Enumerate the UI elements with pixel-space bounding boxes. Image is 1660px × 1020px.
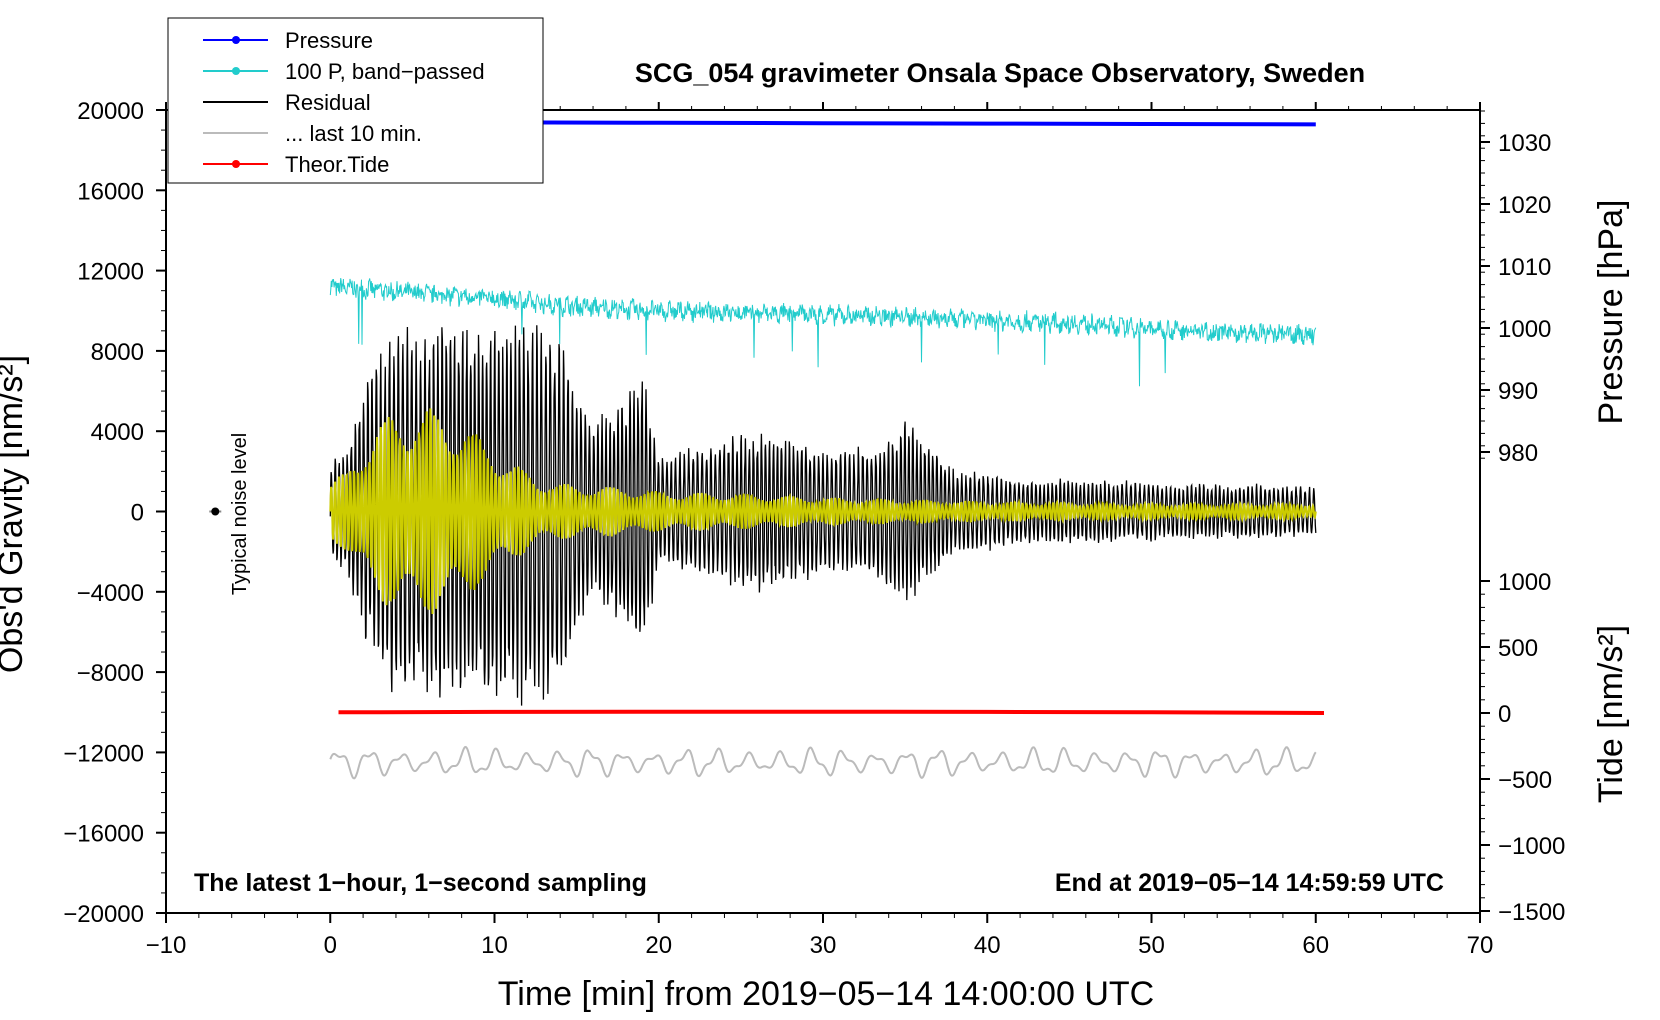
x-tick-label: 70 [1467,932,1494,959]
legend-marker [232,36,240,44]
tide-tick-label: −500 [1498,767,1552,794]
x-tick-label: 60 [1302,932,1329,959]
legend-box [167,17,544,184]
pressure-tick-label: 990 [1498,378,1538,405]
tide-tick-label: 0 [1498,701,1511,728]
sampling-annotation: The latest 1−hour, 1−second sampling [194,869,647,897]
legend-label: Residual [285,90,371,115]
pressure-tick-label: 1030 [1498,130,1551,157]
tide-axis-label: Tide [nm/s²] [1592,625,1630,803]
pressure-tick-label: 1000 [1498,316,1551,343]
pressure-axis-label: Pressure [hPa] [1592,200,1630,425]
series-theoretical-tide [338,709,1325,715]
pressure-tick-label: 980 [1498,440,1538,467]
y-tick-label: 12000 [77,259,144,286]
left-y-axis-label: Obs'd Gravity [nm/s²] [0,355,30,673]
legend-label: Pressure [285,28,373,53]
tide-tick-label: −1000 [1498,833,1565,860]
series-layer [209,120,1325,780]
y-tick-label: −8000 [77,660,144,687]
legend-marker [232,160,240,168]
x-tick-label: 40 [974,932,1001,959]
y-tick-label: −16000 [63,821,144,848]
y-tick-label: −12000 [63,740,144,767]
x-tick-label: 30 [810,932,837,959]
x-tick-label: −10 [146,932,187,959]
y-tick-label: 0 [131,500,144,527]
series-residual [329,325,1317,706]
y-tick-label: −20000 [63,901,144,928]
legend: Pressure 100 P, band−passed Residual ... la… [167,17,544,184]
pressure-tick-label: 1010 [1498,254,1551,281]
y-tick-label: 16000 [77,178,144,205]
legend-label: 100 P, band−passed [285,59,485,84]
x-tick-label: 50 [1138,932,1165,959]
x-tick-label: 10 [481,932,508,959]
series-residual-filtered [329,408,1317,615]
ticks-layer: −10 0 10 20 30 40 50 60 70−20000−16000−12000−800… [63,98,1565,959]
y-tick-label: 4000 [91,419,144,446]
y-tick-label: 8000 [91,339,144,366]
series-pressure-bandpassed [329,278,1317,387]
noise-marker-point [211,507,220,516]
legend-marker [232,67,240,75]
tide-tick-label: −1500 [1498,899,1565,926]
y-tick-label: 20000 [77,98,144,125]
legend-label: Theor.Tide [285,152,389,177]
noise-level-label: Typical noise level [229,433,251,595]
x-tick-label: 20 [645,932,672,959]
y-tick-label: −4000 [77,580,144,607]
end-time-annotation: End at 2019−05−14 14:59:59 UTC [1055,869,1444,897]
chart-title: SCG_054 gravimeter Onsala Space Observat… [635,58,1365,88]
legend-label: ... last 10 min. [285,121,422,146]
pressure-tick-label: 1020 [1498,192,1551,219]
tide-tick-label: 500 [1498,635,1538,662]
x-axis-label: Time [min] from 2019−05−14 14:00:00 UTC [498,975,1154,1013]
series-last-10-min [329,745,1317,780]
x-tick-label: 0 [324,932,337,959]
tide-tick-label: 1000 [1498,569,1551,596]
